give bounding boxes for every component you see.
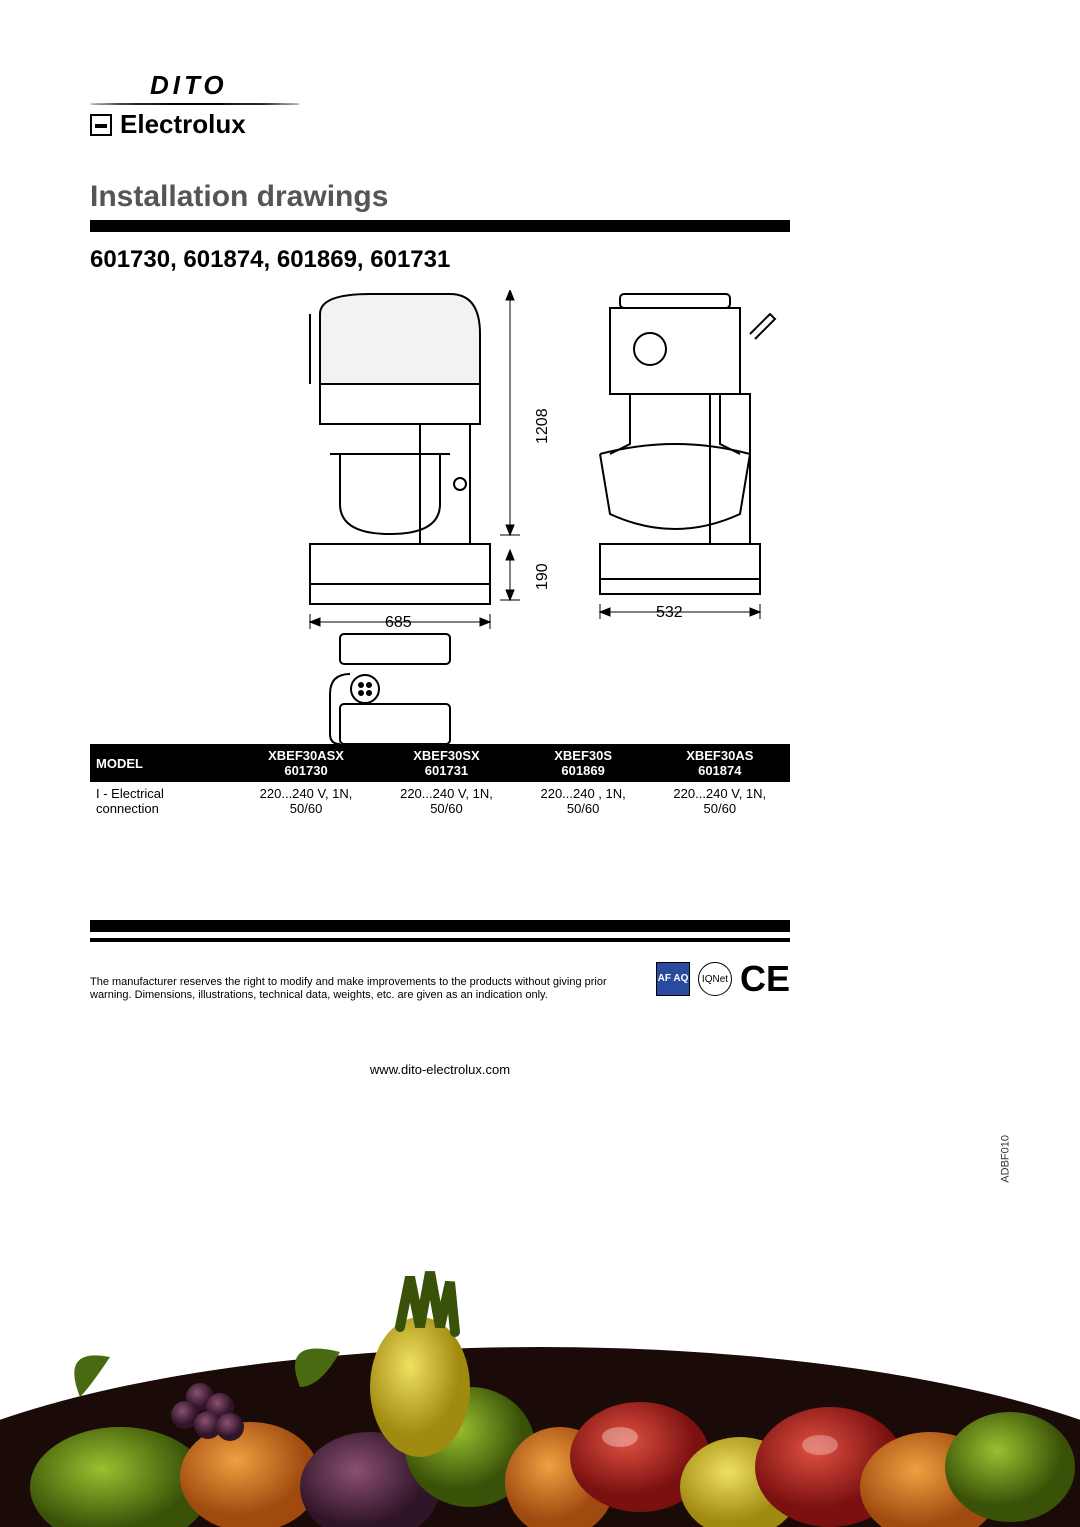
th-col-0-code: 601730 <box>242 763 370 778</box>
section-rule-thick <box>90 220 790 232</box>
electrolux-icon <box>90 114 112 136</box>
dito-logo: DITO <box>150 70 1020 101</box>
th-col-2-name: XBEF30S <box>523 748 644 763</box>
th-col-2-code: 601869 <box>523 763 644 778</box>
logo-divider <box>90 103 300 105</box>
spec-table: MODEL XBEF30ASX 601730 XBEF30SX 601731 X… <box>90 744 790 820</box>
ce-mark: CE <box>740 958 790 1000</box>
row-val-1: 220...240 V, 1N, 50/60 <box>376 782 516 820</box>
dim-height-base: 190 <box>534 563 552 590</box>
iqnet-badge: IQNet <box>698 962 732 996</box>
table-row: I - Electrical connection 220...240 V, 1… <box>90 782 790 820</box>
th-col-3: XBEF30AS 601874 <box>650 744 790 782</box>
row-label: I - Electrical connection <box>90 782 236 820</box>
brand-logo-block: DITO Electrolux <box>90 70 1020 140</box>
th-model: MODEL <box>90 744 236 782</box>
website-url: www.dito-electrolux.com <box>90 1062 790 1077</box>
row-val-2: 220...240 , 1N, 50/60 <box>517 782 650 820</box>
dim-depth-side: 532 <box>656 604 683 622</box>
th-col-2: XBEF30S 601869 <box>517 744 650 782</box>
drawing-side-view <box>560 284 800 634</box>
installation-drawings: 685 532 1208 190 <box>90 284 790 734</box>
drawing-base-view <box>320 614 470 754</box>
th-col-3-code: 601874 <box>656 763 784 778</box>
electrolux-wordmark: Electrolux <box>120 109 246 140</box>
th-col-1-code: 601731 <box>382 763 510 778</box>
drawing-vertical-dims <box>490 290 530 630</box>
electrolux-logo: Electrolux <box>90 109 1020 140</box>
certification-block: AF AQ IQNet CE <box>656 958 790 1000</box>
afaq-badge: AF AQ <box>656 962 690 996</box>
decorative-fruit-strip <box>0 1187 1080 1527</box>
row-val-0: 220...240 V, 1N, 50/60 <box>236 782 376 820</box>
model-title: 601730, 601874, 601869, 601731 <box>90 246 1020 274</box>
footer-rule-thin <box>90 938 790 942</box>
side-category-title: Planetary mixers <box>1070 50 1080 1050</box>
row-val-3: 220...240 V, 1N, 50/60 <box>650 782 790 820</box>
footer-rule-thick <box>90 920 790 932</box>
section-title: Installation drawings <box>90 180 1020 214</box>
dim-height-total: 1208 <box>534 408 552 444</box>
dim-width-front: 685 <box>385 614 412 632</box>
disclaimer-text: The manufacturer reserves the right to m… <box>90 976 610 1002</box>
document-id: ADBF010 <box>1000 1135 1012 1183</box>
th-col-3-name: XBEF30AS <box>656 748 784 763</box>
